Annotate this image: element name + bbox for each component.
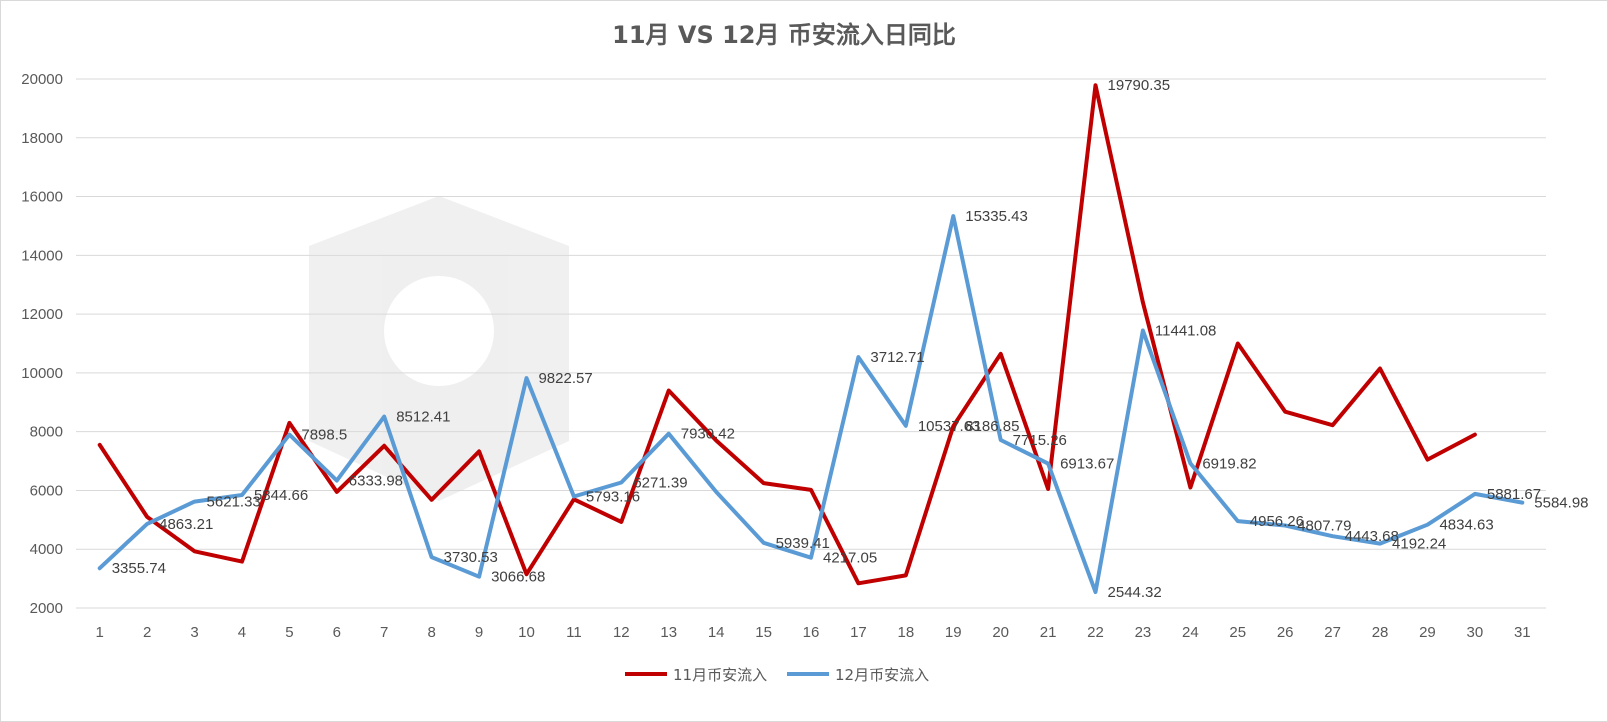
- x-tick-label: 19: [945, 624, 962, 641]
- chart-title: 11月 VS 12月 币安流入日同比: [612, 21, 956, 49]
- data-label: 7898.5: [301, 427, 347, 444]
- data-label: 3355.74: [112, 560, 166, 577]
- x-tick-label: 30: [1467, 624, 1484, 641]
- y-tick-label: 18000: [21, 130, 63, 147]
- data-label: 5939.41: [776, 535, 830, 552]
- x-tick-label: 13: [660, 624, 677, 641]
- x-tick-label: 3: [190, 624, 198, 641]
- y-tick-label: 12000: [21, 306, 63, 323]
- series-line-november: [97, 83, 1477, 586]
- data-label: 19790.35: [1108, 77, 1171, 94]
- data-labels: 8186.85 19790.35 3355.74 4863.21 5621.335844…: [112, 77, 1589, 601]
- x-tick-label: 24: [1182, 624, 1199, 641]
- data-label: 5621.33: [207, 494, 261, 511]
- data-label: 6271.39: [633, 474, 687, 491]
- data-label: 8186.85: [965, 418, 1019, 435]
- data-label: 4192.24: [1392, 536, 1446, 553]
- data-label: 3730.53: [444, 549, 498, 566]
- data-label: 4217.05: [823, 550, 877, 567]
- x-tick-label: 15: [755, 624, 772, 641]
- y-tick-label: 2000: [30, 600, 63, 617]
- x-tick-label: 8: [427, 624, 435, 641]
- watermark-shield-icon: [309, 196, 569, 501]
- data-label: 5793.16: [586, 489, 640, 506]
- x-tick-label: 27: [1324, 624, 1341, 641]
- data-label: 7930.42: [681, 426, 735, 443]
- x-tick-label: 7: [380, 624, 388, 641]
- x-tick-label: 21: [1040, 624, 1057, 641]
- data-label: 11441.08: [1155, 323, 1216, 340]
- y-tick-label: 4000: [30, 541, 63, 558]
- x-tick-label: 14: [708, 624, 725, 641]
- series-lines: [97, 83, 1525, 594]
- data-label: 6919.82: [1202, 455, 1256, 472]
- x-tick-label: 6: [333, 624, 341, 641]
- gridlines: [76, 78, 1546, 609]
- data-label: 5844.66: [254, 487, 308, 504]
- x-tick-label: 1: [96, 624, 104, 641]
- x-tick-label: 28: [1372, 624, 1389, 641]
- data-label: 4956.26: [1250, 513, 1304, 530]
- data-label: 4807.79: [1297, 517, 1351, 534]
- x-tick-label: 4: [238, 624, 246, 641]
- x-tick-label: 25: [1229, 624, 1246, 641]
- data-label: 2544.32: [1108, 584, 1162, 601]
- data-label: 10537.63: [918, 418, 981, 435]
- y-axis: 2000 4000 6000 8000 10000 12000 14000 16000 1800…: [21, 71, 63, 617]
- x-tick-label: 23: [1135, 624, 1152, 641]
- data-label: 6913.67: [1060, 456, 1114, 473]
- data-label: 5881.67: [1487, 486, 1541, 503]
- data-label: 3712.71: [870, 349, 924, 366]
- x-tick-label: 22: [1087, 624, 1104, 641]
- x-tick-label: 20: [992, 624, 1009, 641]
- data-label: 9822.57: [538, 370, 592, 387]
- x-tick-label: 16: [803, 624, 820, 641]
- data-label: 4834.63: [1439, 517, 1493, 534]
- x-tick-label: 2: [143, 624, 151, 641]
- x-tick-label: 18: [897, 624, 914, 641]
- x-tick-label: 10: [518, 624, 535, 641]
- x-tick-label: 31: [1514, 624, 1531, 641]
- watermark: [309, 196, 569, 501]
- legend-label: 12月币安流入: [835, 666, 929, 684]
- x-tick-label: 29: [1419, 624, 1436, 641]
- data-label: 3066.68: [491, 569, 545, 586]
- watermark-node-icon: [384, 276, 494, 386]
- x-tick-label: 12: [613, 624, 630, 641]
- legend-label: 11月币安流入: [673, 666, 767, 684]
- data-label: 15335.43: [965, 208, 1028, 225]
- data-label: 6333.98: [349, 473, 403, 490]
- x-tick-label: 5: [285, 624, 293, 641]
- x-tick-label: 26: [1277, 624, 1294, 641]
- data-label: 7715.26: [1013, 432, 1067, 449]
- y-tick-label: 10000: [21, 365, 63, 382]
- y-tick-label: 14000: [21, 247, 63, 264]
- y-tick-label: 6000: [30, 482, 63, 499]
- data-label: 5584.98: [1534, 495, 1588, 512]
- x-axis: 1 2 3 4 5 6 7 8 9 10 11 12 13 14 15 16 17 18 19 20 21 22 23 24 2…: [96, 624, 1531, 641]
- y-tick-label: 20000: [21, 71, 63, 88]
- legend: 11月币安流入 12月币安流入: [625, 666, 929, 684]
- x-tick-label: 11: [566, 624, 582, 641]
- y-tick-label: 16000: [21, 189, 63, 206]
- data-label: 4863.21: [159, 516, 213, 533]
- x-tick-label: 17: [850, 624, 867, 641]
- x-tick-label: 9: [475, 624, 483, 641]
- series-line-december: [97, 214, 1525, 594]
- y-tick-label: 8000: [30, 424, 63, 441]
- data-label: 8512.41: [396, 409, 450, 426]
- data-label: 4443.68: [1345, 528, 1399, 545]
